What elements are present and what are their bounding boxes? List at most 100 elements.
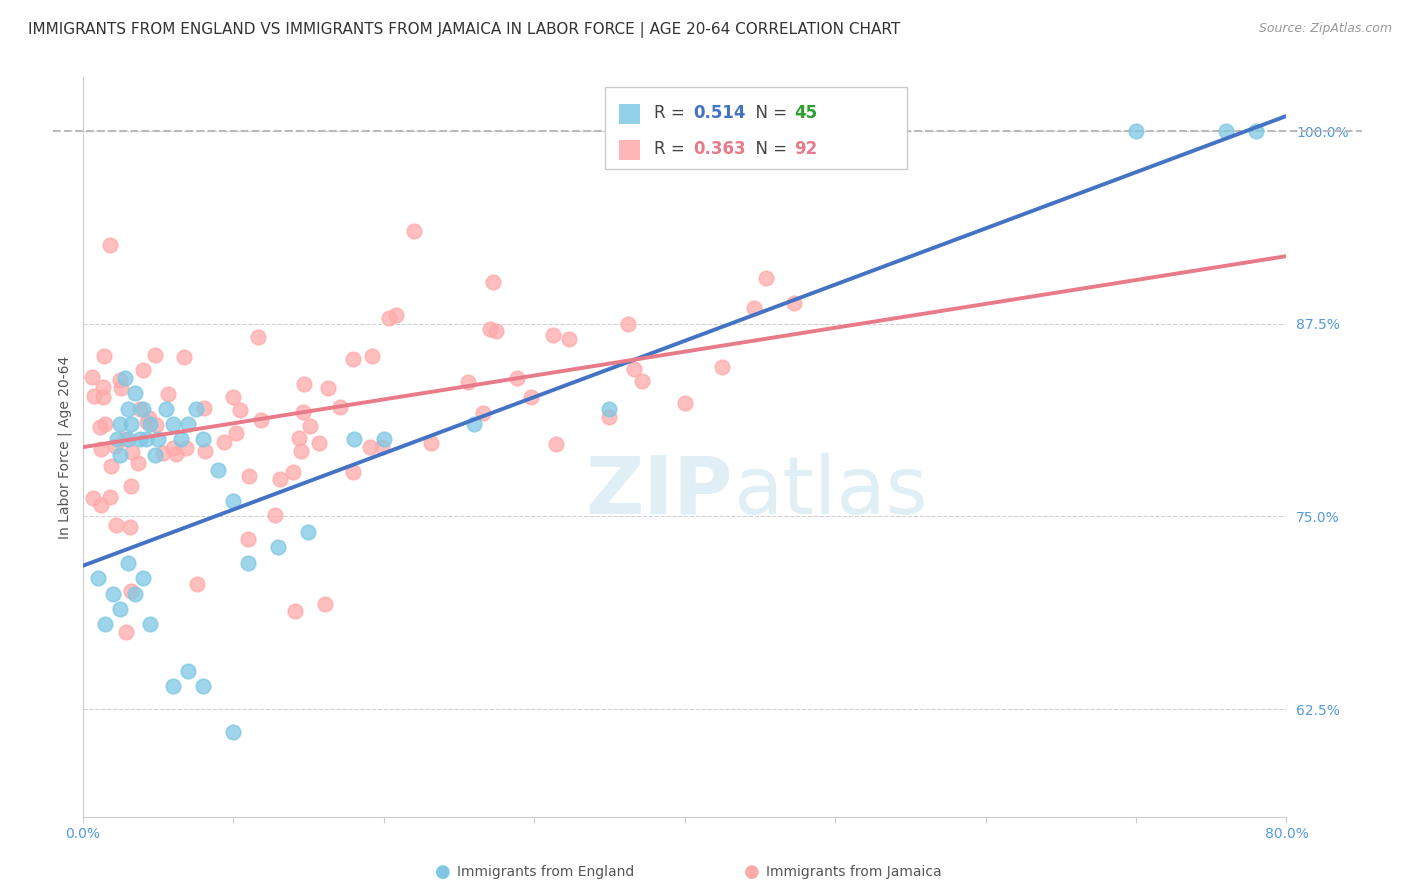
Point — [132, 363, 155, 377]
Point — [127, 456, 149, 470]
Point — [110, 381, 132, 395]
Point — [174, 441, 197, 455]
Point — [162, 441, 184, 455]
Point — [558, 332, 581, 346]
Point — [481, 275, 503, 289]
Point — [297, 524, 319, 539]
Point — [145, 418, 167, 433]
Point — [121, 445, 143, 459]
Point — [505, 371, 527, 385]
Point — [169, 433, 191, 447]
Point — [110, 448, 132, 462]
Point — [162, 417, 184, 431]
Point — [598, 401, 620, 416]
Point — [83, 389, 105, 403]
Point — [120, 479, 142, 493]
Point — [162, 679, 184, 693]
Point — [110, 417, 132, 431]
Point — [101, 586, 124, 600]
Point — [93, 417, 115, 431]
Point — [91, 391, 114, 405]
Text: ●: ● — [434, 863, 451, 881]
Point — [853, 124, 876, 138]
Point — [520, 391, 543, 405]
Point — [193, 401, 215, 415]
Point — [117, 556, 139, 570]
Point — [543, 327, 565, 342]
Text: atlas: atlas — [733, 452, 927, 531]
Point — [1246, 124, 1268, 138]
Point — [117, 433, 139, 447]
Point — [783, 296, 806, 310]
Point — [229, 402, 252, 417]
Point — [98, 490, 121, 504]
Point — [238, 469, 260, 483]
Point — [93, 349, 115, 363]
Point — [82, 491, 104, 505]
Point — [129, 433, 152, 447]
Point — [128, 401, 150, 416]
Point — [194, 444, 217, 458]
Point — [385, 308, 408, 322]
Point — [292, 405, 315, 419]
Text: Immigrants from Jamaica: Immigrants from Jamaica — [766, 865, 942, 880]
Point — [132, 401, 155, 416]
Point — [80, 369, 103, 384]
Point — [457, 375, 479, 389]
Point — [98, 238, 121, 252]
Point — [124, 386, 146, 401]
Point — [298, 419, 321, 434]
Point — [1215, 124, 1237, 138]
Point — [135, 433, 157, 447]
Point — [117, 401, 139, 416]
Point — [146, 433, 169, 447]
Point — [155, 401, 177, 416]
Point — [371, 440, 394, 454]
Point — [221, 390, 243, 404]
Point — [292, 377, 315, 392]
Point — [318, 381, 340, 395]
Point — [263, 508, 285, 522]
Point — [342, 465, 364, 479]
Point — [623, 362, 645, 376]
Text: ●: ● — [744, 863, 761, 881]
Point — [420, 436, 443, 450]
Point — [87, 571, 110, 585]
Point — [139, 417, 162, 431]
Point — [222, 494, 245, 508]
Point — [124, 586, 146, 600]
Point — [359, 440, 381, 454]
Point — [89, 420, 111, 434]
Text: Immigrants from England: Immigrants from England — [457, 865, 634, 880]
Point — [710, 359, 733, 374]
Text: R =: R = — [654, 140, 690, 158]
Point — [156, 387, 179, 401]
Text: R =: R = — [654, 104, 690, 122]
Point — [143, 448, 166, 462]
Point — [100, 458, 122, 473]
Y-axis label: In Labor Force | Age 20-64: In Labor Force | Age 20-64 — [58, 356, 72, 539]
Point — [546, 436, 568, 450]
Point — [110, 602, 132, 616]
Point — [281, 465, 304, 479]
Point — [104, 439, 127, 453]
Point — [463, 417, 485, 431]
Point — [308, 436, 330, 450]
Point — [329, 400, 352, 414]
Point — [173, 350, 195, 364]
Text: N =: N = — [745, 140, 793, 158]
Point — [238, 556, 260, 570]
Point — [207, 463, 229, 477]
Point — [471, 406, 494, 420]
Point — [284, 604, 307, 618]
Point — [165, 447, 187, 461]
Point — [631, 374, 654, 388]
Point — [373, 433, 395, 447]
Point — [90, 442, 112, 456]
Point — [91, 380, 114, 394]
Point — [378, 310, 401, 325]
Point — [225, 425, 247, 440]
Point — [212, 434, 235, 449]
Point — [115, 624, 138, 639]
Point — [138, 411, 160, 425]
